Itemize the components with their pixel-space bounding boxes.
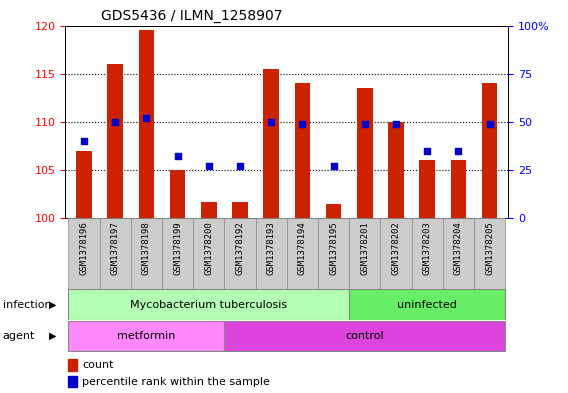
Bar [68,321,224,351]
Bar [450,160,466,218]
Text: uninfected: uninfected [397,299,457,310]
Bar [68,218,99,289]
Bar [131,218,162,289]
Text: GSM1378204: GSM1378204 [454,222,463,275]
Bar [99,218,131,289]
Text: GSM1378200: GSM1378200 [204,222,214,275]
Bar [139,30,154,218]
Text: GSM1378203: GSM1378203 [423,222,432,275]
Text: GSM1378192: GSM1378192 [236,222,245,275]
Point [485,121,494,127]
Bar [389,122,404,218]
Point [80,138,89,144]
Bar [256,218,287,289]
Bar [224,321,506,351]
Point [454,147,463,154]
Text: infection: infection [3,299,52,310]
Text: GSM1378196: GSM1378196 [80,222,89,275]
Bar [170,170,185,218]
Point [142,115,151,121]
Bar [474,218,506,289]
Bar [419,160,435,218]
Text: agent: agent [3,331,35,341]
Text: GSM1378205: GSM1378205 [485,222,494,275]
Bar [68,359,77,371]
Text: GSM1378201: GSM1378201 [360,222,369,275]
Bar [232,202,248,218]
Point [391,121,400,127]
Text: GSM1378202: GSM1378202 [391,222,400,275]
Point [423,147,432,154]
Bar [264,69,279,218]
Text: control: control [345,331,384,341]
Bar [107,64,123,218]
Text: GSM1378199: GSM1378199 [173,222,182,275]
Point [360,121,369,127]
Bar [68,290,349,320]
Text: percentile rank within the sample: percentile rank within the sample [82,377,270,387]
Bar [326,204,341,218]
Bar [295,83,310,218]
Bar [482,83,498,218]
Bar [287,218,318,289]
Text: GSM1378197: GSM1378197 [111,222,120,275]
Bar [412,218,443,289]
Bar [193,218,224,289]
Bar [162,218,193,289]
Text: GSM1378193: GSM1378193 [267,222,275,275]
Bar [201,202,216,218]
Bar [349,218,381,289]
Text: GSM1378198: GSM1378198 [142,222,151,275]
Text: GDS5436 / ILMN_1258907: GDS5436 / ILMN_1258907 [101,9,282,23]
Bar [68,376,77,387]
Point [204,163,214,169]
Point [329,163,338,169]
Bar [443,218,474,289]
Point [236,163,245,169]
Bar [357,88,373,218]
Text: ▶: ▶ [48,299,56,310]
Text: count: count [82,360,114,370]
Text: ▶: ▶ [48,331,56,341]
Point [111,119,120,125]
Bar [349,290,506,320]
Text: GSM1378195: GSM1378195 [329,222,338,275]
Bar [381,218,412,289]
Point [298,121,307,127]
Point [267,119,276,125]
Bar [76,151,92,218]
Bar [224,218,256,289]
Bar [318,218,349,289]
Text: Mycobacterium tuberculosis: Mycobacterium tuberculosis [130,299,287,310]
Text: GSM1378194: GSM1378194 [298,222,307,275]
Point [173,153,182,160]
Text: metformin: metformin [117,331,176,341]
